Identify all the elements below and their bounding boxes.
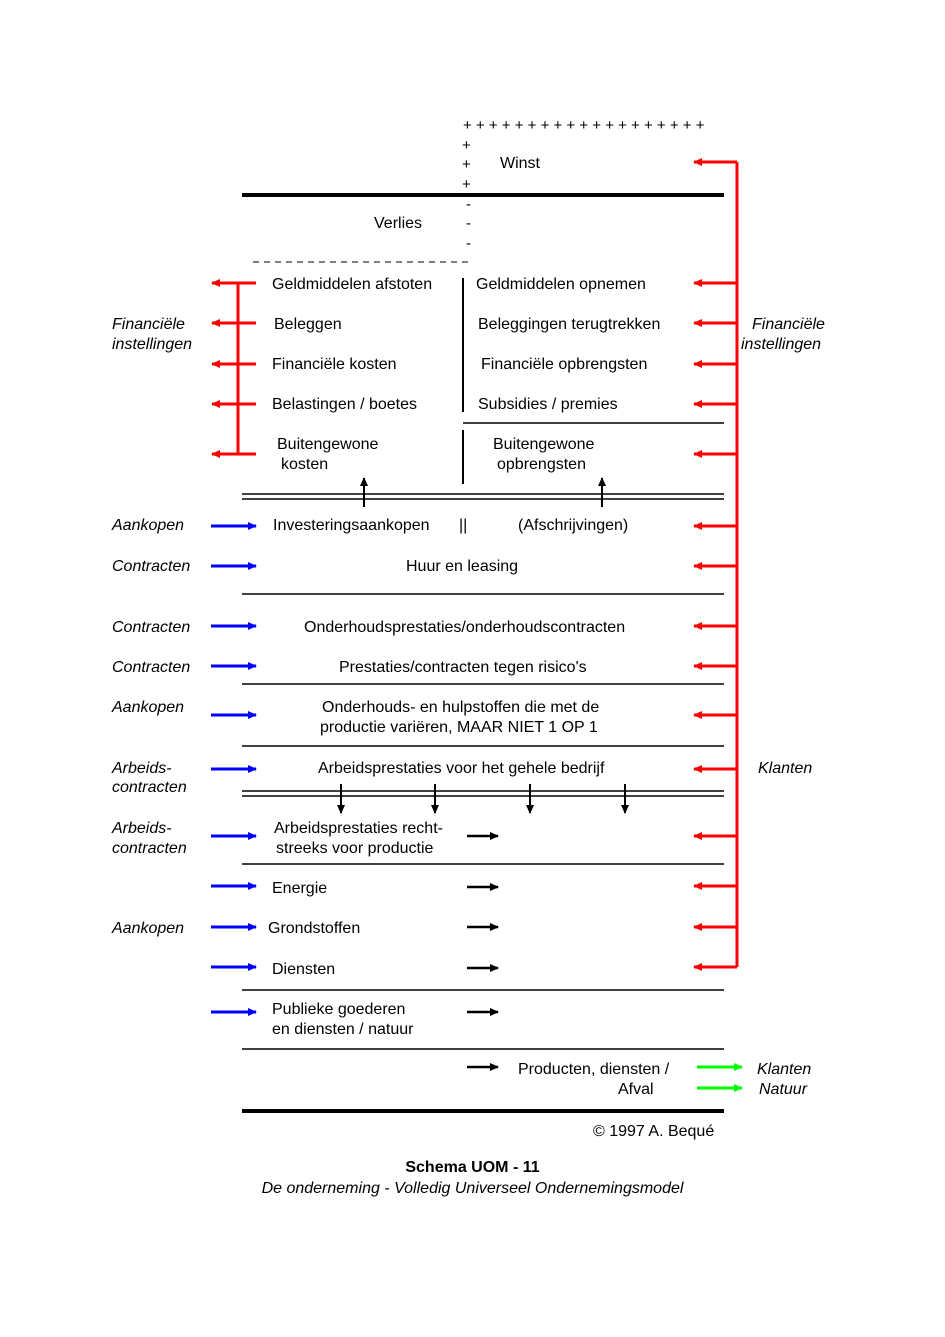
side-label: instellingen [112, 336, 192, 353]
fin-right-item: Financiële opbrengsten [481, 356, 647, 373]
plus-row: + + + + + + + + + + + + + + + + + + + [463, 117, 705, 134]
side-label: Financiële [752, 316, 825, 333]
minus-sign: - [466, 235, 471, 252]
extraordinary-left: kosten [281, 456, 328, 473]
side-label: contracten [112, 779, 187, 796]
fin-left-item: Beleggen [274, 316, 342, 333]
side-label: Contracten [112, 659, 190, 676]
side-label: Aankopen [111, 517, 184, 534]
copyright: © 1997 A. Bequé [593, 1123, 714, 1140]
side-label: Klanten [758, 760, 812, 777]
fin-right-item: Geldmiddelen opnemen [476, 276, 646, 293]
fin-right-item: Beleggingen terugtrekken [478, 316, 660, 333]
side-label: Contracten [112, 558, 190, 575]
plus-sign: + [462, 176, 471, 193]
side-label: Financiële [112, 316, 185, 333]
verlies-label: Verlies [374, 215, 422, 232]
fin-left-item: Geldmiddelen afstoten [272, 276, 432, 293]
row-label: Arbeidsprestaties recht- [274, 820, 443, 837]
side-label: Aankopen [111, 920, 184, 937]
side-label: Contracten [112, 619, 190, 636]
row-label: productie variëren, MAAR NIET 1 OP 1 [320, 719, 598, 736]
side-label: contracten [112, 840, 187, 857]
row-label: Arbeidsprestaties voor het gehele bedrij… [318, 760, 605, 777]
side-label: Arbeids- [111, 820, 172, 837]
winst-label: Winst [500, 155, 541, 172]
side-label: Natuur [759, 1081, 808, 1098]
fin-left-item: Belastingen / boetes [272, 396, 417, 413]
plus-sign: + [462, 156, 471, 173]
row-label: Onderhoudsprestaties/onderhoudscontracte… [304, 619, 625, 636]
side-label: Arbeids- [111, 760, 172, 777]
row-label: Grondstoffen [268, 920, 360, 937]
row-separator: || [459, 517, 467, 534]
row-label: en diensten / natuur [272, 1021, 414, 1038]
row-label: Afval [618, 1081, 654, 1098]
fin-right-item: Subsidies / premies [478, 396, 618, 413]
row-label: streeks voor productie [276, 840, 434, 857]
row-label: Producten, diensten / [518, 1061, 670, 1078]
row-label: Prestaties/contracten tegen risico's [339, 659, 587, 676]
extraordinary-left: Buitengewone [277, 436, 379, 453]
minus-sign: - [466, 196, 471, 213]
plus-sign: + [462, 137, 471, 154]
minus-sign: - [466, 215, 471, 232]
side-label: Aankopen [111, 699, 184, 716]
row-label: (Afschrijvingen) [518, 517, 628, 534]
extraordinary-right: opbrengsten [497, 456, 586, 473]
side-label: instellingen [741, 336, 821, 353]
row-label: Investeringsaankopen [273, 517, 430, 534]
caption-subtitle: De onderneming - Volledig Universeel Ond… [261, 1180, 684, 1197]
fin-left-item: Financiële kosten [272, 356, 397, 373]
row-label: Publieke goederen [272, 1001, 405, 1018]
row-label: Huur en leasing [406, 558, 518, 575]
caption-title: Schema UOM - 11 [405, 1159, 540, 1176]
side-label: Klanten [757, 1061, 811, 1078]
row-label: Onderhouds- en hulpstoffen die met de [322, 699, 599, 716]
extraordinary-right: Buitengewone [493, 436, 595, 453]
row-label: Diensten [272, 961, 335, 978]
row-label: Energie [272, 880, 327, 897]
